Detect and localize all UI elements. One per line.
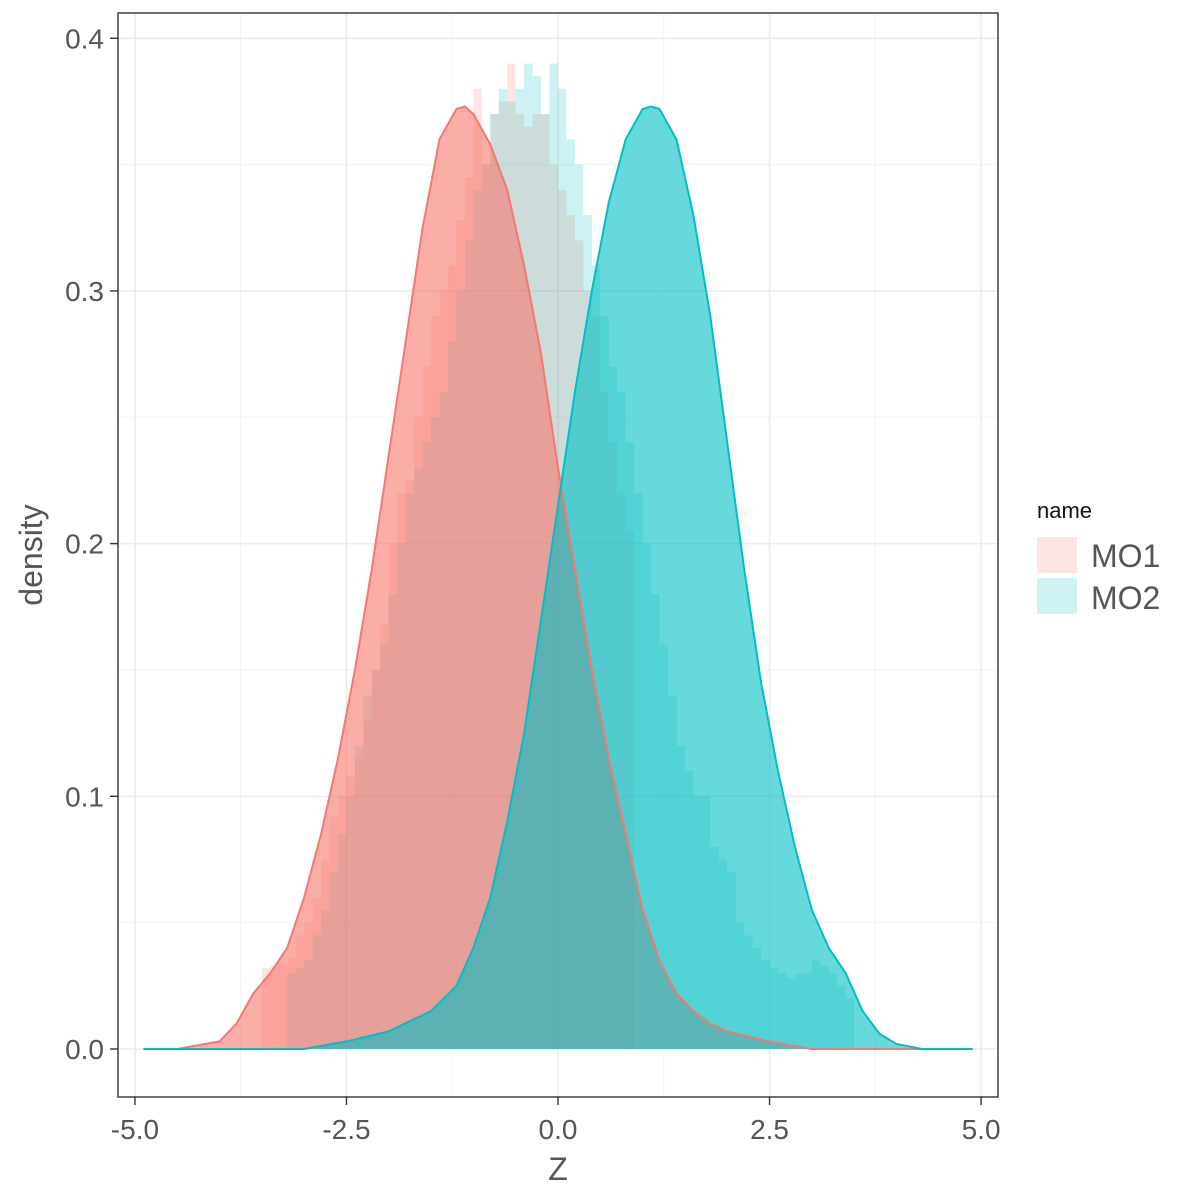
legend-key-mo1 bbox=[1037, 537, 1077, 573]
x-tick-label: -2.5 bbox=[322, 1114, 370, 1145]
x-tick-label: 5.0 bbox=[962, 1114, 1001, 1145]
x-tick-label: 2.5 bbox=[750, 1114, 789, 1145]
legend-label-mo1: MO1 bbox=[1091, 538, 1160, 574]
x-axis-title: Z bbox=[548, 1151, 568, 1187]
density-area-mo2 bbox=[143, 106, 973, 1049]
x-axis: -5.0 -2.5 0.0 2.5 5.0 bbox=[111, 1097, 1001, 1145]
y-tick-label: 0.0 bbox=[65, 1034, 104, 1065]
y-axis-title: density bbox=[13, 504, 49, 605]
legend-label-mo2: MO2 bbox=[1091, 580, 1160, 616]
y-axis: 0.0 0.1 0.2 0.3 0.4 bbox=[65, 23, 118, 1065]
y-tick-label: 0.2 bbox=[65, 529, 104, 560]
x-tick-label: -5.0 bbox=[111, 1114, 159, 1145]
density-line-mo1 bbox=[143, 105, 973, 1050]
density-layer bbox=[143, 105, 973, 1050]
x-tick-label: 0.0 bbox=[539, 1114, 578, 1145]
y-tick-label: 0.3 bbox=[65, 276, 104, 307]
legend-key-mo2 bbox=[1037, 578, 1077, 614]
density-line-mo2 bbox=[143, 105, 973, 1050]
legend: name MO1 MO2 bbox=[1037, 498, 1160, 616]
y-tick-label: 0.4 bbox=[65, 23, 104, 54]
y-tick-label: 0.1 bbox=[65, 781, 104, 812]
legend-title: name bbox=[1037, 498, 1092, 523]
